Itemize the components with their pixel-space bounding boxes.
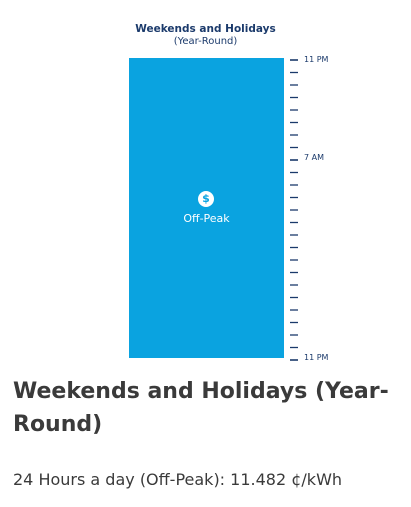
dollar-icon: $ <box>198 191 214 207</box>
off-peak-bar <box>129 58 284 358</box>
time-label-middle: 7 AM <box>304 153 325 162</box>
time-scale-ticks <box>290 59 298 361</box>
section-heading: Weekends and Holidays (Year-Round) <box>13 379 389 437</box>
time-label-bottom: 11 PM <box>304 353 329 362</box>
rate-text: 24 Hours a day (Off-Peak): 11.482 ¢/kWh <box>13 470 343 489</box>
graphic-subtitle: (Year-Round) <box>173 36 238 47</box>
off-peak-label: Off-Peak <box>183 212 230 225</box>
graphic-title: Weekends and Holidays <box>135 23 276 35</box>
time-label-top: 11 PM <box>304 55 329 64</box>
